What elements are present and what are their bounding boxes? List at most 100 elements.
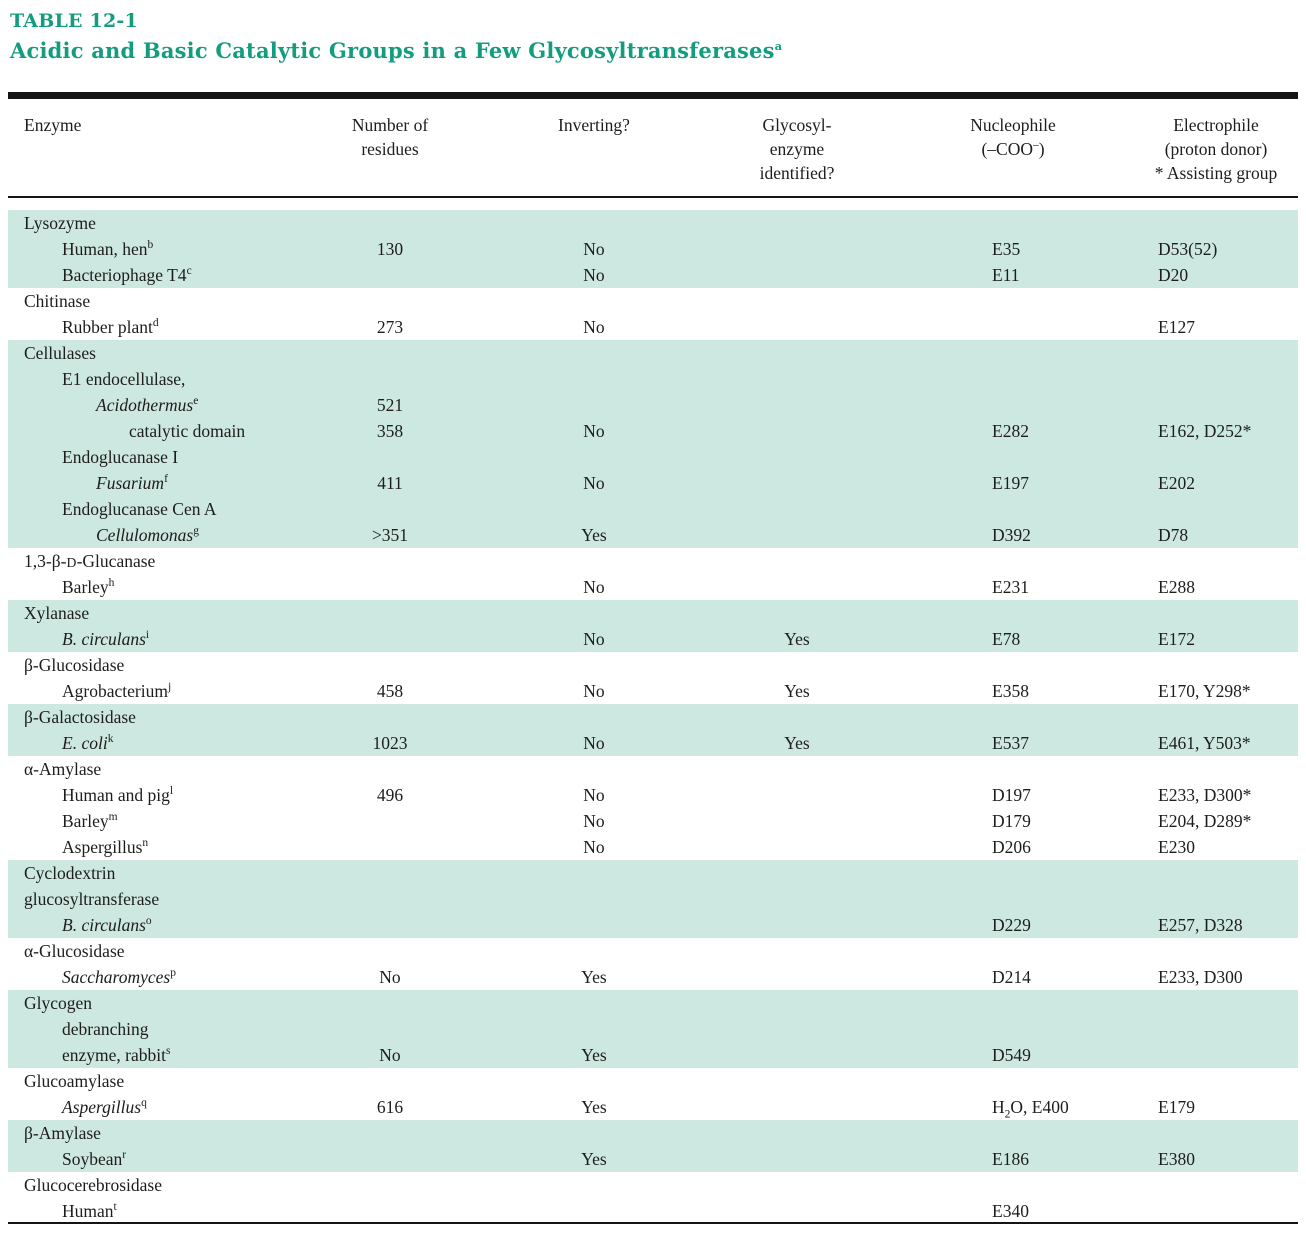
nucleophile-cell: E35	[992, 239, 1021, 259]
col-header-electrophile: Electrophile (proton donor) * Assisting gr…	[1154, 115, 1278, 183]
residues-cell: 358	[376, 421, 404, 441]
inverting-cell	[480, 548, 708, 574]
inverting-cell: No	[583, 733, 605, 753]
nucleophile-cell	[886, 496, 1140, 522]
glycosyl-cell	[708, 704, 886, 730]
col-header-inverting: Inverting?	[558, 115, 630, 135]
electrophile-cell: E204, D289*	[1158, 811, 1252, 831]
enzyme-cell: Cellulases	[24, 343, 96, 363]
nucleophile-cell	[886, 210, 1140, 236]
table-section: Chitinase Rubber plantd 273 No E127	[8, 288, 1298, 340]
col-header-enzyme: Enzyme	[24, 115, 82, 135]
electrophile-cell	[1140, 340, 1298, 366]
electrophile-cell	[1140, 1016, 1298, 1042]
table-row: Bacteriophage T4c No E11 D20	[8, 262, 1298, 288]
table-row: Xylanase	[8, 600, 1298, 626]
glycosyl-cell	[708, 210, 886, 236]
electrophile-cell: E380	[1158, 1149, 1195, 1169]
inverting-cell	[480, 600, 708, 626]
nucleophile-cell	[886, 1016, 1140, 1042]
header-rule	[8, 196, 1298, 198]
electrophile-cell: E288	[1158, 577, 1195, 597]
residues-cell	[300, 548, 480, 574]
inverting-cell	[480, 860, 708, 886]
electrophile-cell: E202	[1158, 473, 1195, 493]
residues-cell	[300, 704, 480, 730]
table-row: α-Amylase	[8, 756, 1298, 782]
table-row: Cellulases	[8, 340, 1298, 366]
enzyme-cell: Chitinase	[24, 291, 91, 311]
inverting-cell: No	[583, 421, 605, 441]
table-row: E1 endocellulase,	[8, 366, 1298, 392]
nucleophile-cell: E186	[992, 1149, 1029, 1169]
glycosyl-cell	[708, 288, 886, 314]
residues-cell	[300, 288, 480, 314]
inverting-cell: No	[583, 317, 605, 337]
inverting-cell	[480, 392, 708, 418]
glycosyl-cell	[708, 574, 886, 600]
glycosyl-cell	[708, 444, 886, 470]
inverting-cell: No	[583, 785, 605, 805]
table-section: Glucocerebrosidase Humant E340	[8, 1172, 1298, 1224]
enzyme-cell: Human and pigl	[62, 785, 174, 805]
nucleophile-cell: D549	[992, 1045, 1031, 1065]
enzyme-cell: B. circulansi	[62, 629, 150, 649]
residues-cell	[300, 210, 480, 236]
table-row: Saccharomycesp No Yes D214 E233, D300	[8, 964, 1298, 990]
enzyme-cell: Endoglucanase I	[62, 447, 179, 467]
electrophile-cell	[1140, 210, 1298, 236]
electrophile-cell: E172	[1158, 629, 1195, 649]
residues-cell	[300, 262, 480, 288]
residues-cell	[300, 340, 480, 366]
electrophile-cell	[1140, 548, 1298, 574]
glycosyl-cell	[708, 522, 886, 548]
inverting-cell: No	[583, 265, 605, 285]
table-section: β-Amylase Soybeanr Yes E186 E380	[8, 1120, 1298, 1172]
glycosyl-cell	[708, 1198, 886, 1224]
table-row: Human, henb 130 No E35 D53(52)	[8, 236, 1298, 262]
table-row: Aspergillusq 616 Yes H2O, E400 E179	[8, 1094, 1298, 1120]
top-rule	[8, 92, 1298, 99]
table-row: Rubber plantd 273 No E127	[8, 314, 1298, 340]
enzyme-cell: α-Glucosidase	[24, 941, 125, 961]
enzyme-cell: Saccharomycesp	[62, 967, 176, 987]
glycosyl-cell	[708, 1042, 886, 1068]
table-row: B. circulansi No Yes E78 E172	[8, 626, 1298, 652]
table-row: Acidothermuse 521	[8, 392, 1298, 418]
glycosyl-cell	[708, 782, 886, 808]
electrophile-cell	[1140, 1172, 1298, 1198]
residues-cell	[300, 990, 480, 1016]
table-row: 1,3-β-D-Glucanase	[8, 548, 1298, 574]
table-row: α-Glucosidase	[8, 938, 1298, 964]
enzyme-cell: 1,3-β-D-Glucanase	[24, 551, 156, 571]
table-row: E. colik 1023 No Yes E537 E461, Y503*	[8, 730, 1298, 756]
nucleophile-cell: D229	[992, 915, 1031, 935]
enzyme-cell: Human, henb	[62, 239, 154, 259]
glycosyl-cell	[708, 1016, 886, 1042]
residues-cell	[300, 600, 480, 626]
inverting-cell: No	[583, 629, 605, 649]
nucleophile-cell	[886, 444, 1140, 470]
inverting-cell: Yes	[581, 967, 607, 987]
glycosyl-cell	[708, 1172, 886, 1198]
residues-cell	[300, 912, 480, 938]
table-row: Soybeanr Yes E186 E380	[8, 1146, 1298, 1172]
nucleophile-cell: D206	[992, 837, 1031, 857]
glycosyl-cell: Yes	[784, 733, 810, 753]
residues-cell: No	[379, 967, 401, 987]
residues-cell	[300, 834, 480, 860]
table-row: β-Amylase	[8, 1120, 1298, 1146]
table-section: α-Amylase Human and pigl 496 No D197 E233, D3…	[8, 756, 1298, 860]
residues-cell	[300, 1146, 480, 1172]
inverting-cell: Yes	[581, 1097, 607, 1117]
residues-cell	[300, 808, 480, 834]
table-row: Chitinase	[8, 288, 1298, 314]
table-section: 1,3-β-D-Glucanase Barleyh No E231 E288	[8, 548, 1298, 600]
glycosyl-cell	[708, 470, 886, 496]
glycosyl-cell	[708, 860, 886, 886]
glycosyl-cell	[708, 808, 886, 834]
glycosyl-cell: Yes	[784, 629, 810, 649]
glycosyl-cell	[708, 262, 886, 288]
inverting-cell: Yes	[581, 525, 607, 545]
nucleophile-cell	[886, 548, 1140, 574]
